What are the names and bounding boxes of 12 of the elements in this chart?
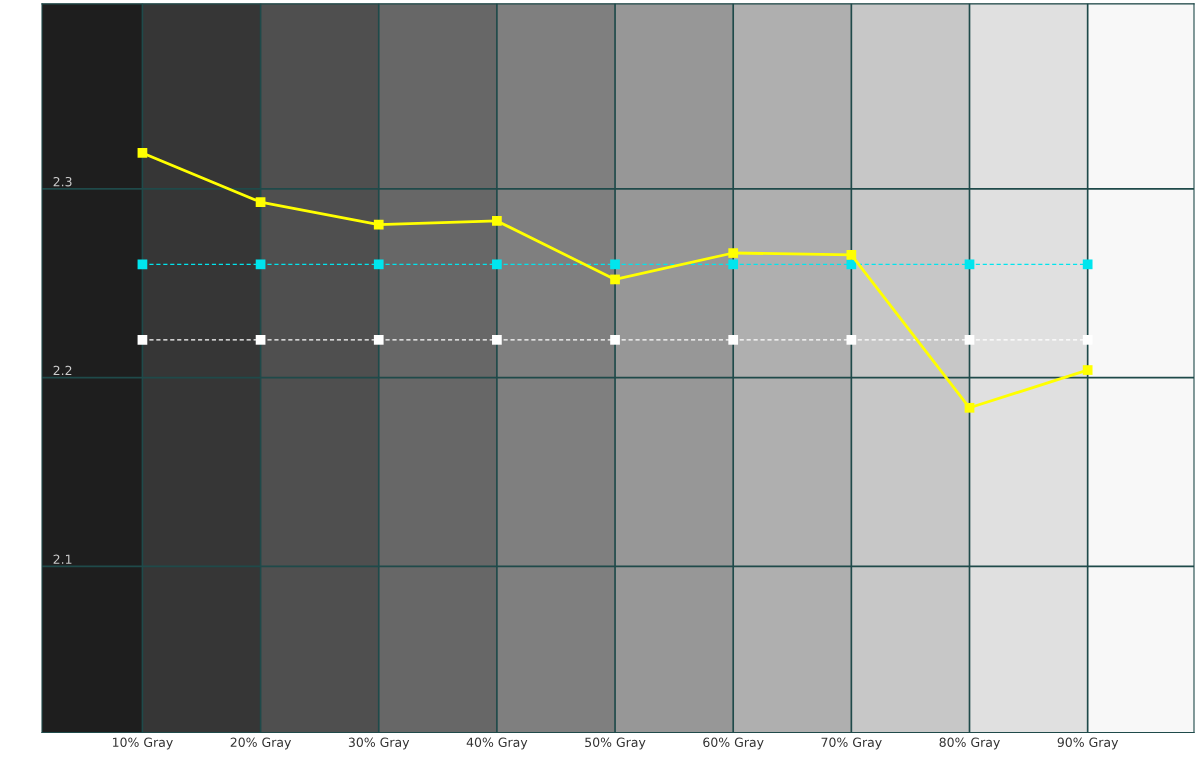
x-tick-label: 80% Gray (939, 737, 1000, 750)
y-tick-label: 2.1 (53, 554, 72, 564)
x-tick-label: 90% Gray (1057, 737, 1119, 750)
x-tick-label: 70% Gray (821, 737, 882, 750)
x-tick-label: 10% Gray (112, 737, 173, 750)
x-tick-label: 40% Gray (466, 737, 528, 750)
y-tick-label: 2.3 (53, 176, 72, 187)
x-tick-label: 30% Gray (348, 737, 410, 750)
y-tick-label: 2.2 (53, 365, 72, 375)
x-tick-label: 50% Gray (585, 737, 646, 750)
x-tick-label: 20% Gray (230, 737, 292, 750)
x-tick-label: 60% Gray (703, 737, 764, 750)
